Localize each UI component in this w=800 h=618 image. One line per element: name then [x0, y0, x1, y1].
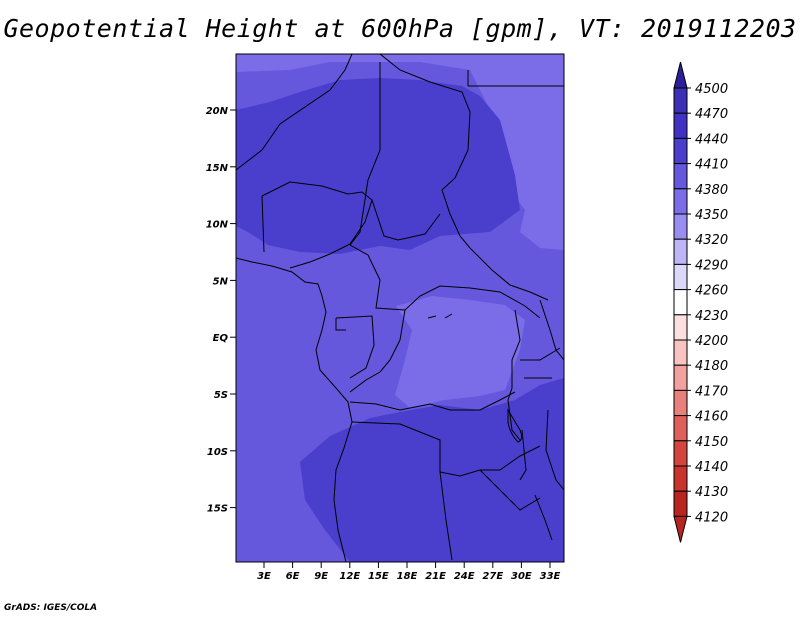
lon-tick-label: 18E — [397, 571, 418, 582]
colorbar-label: 4290 — [695, 258, 728, 273]
latitude-axis: 20N 15N 10N 5N EQ 5S 10S 15S — [206, 106, 236, 515]
map-frame — [235, 53, 565, 563]
lat-tick-label: 10S — [207, 447, 228, 458]
lat-tick-label: 5S — [214, 390, 228, 401]
geopotential-field — [236, 54, 564, 562]
colorbar: 4500 4470 4440 4410 4380 4350 4320 4290 4260 4230… — [673, 61, 728, 543]
colorbar-top-arrow — [673, 61, 688, 89]
colorbar-swatch — [673, 289, 688, 316]
colorbar-label: 4470 — [695, 107, 728, 122]
colorbar-label: 4150 — [695, 435, 728, 450]
colorbar-label: 4230 — [695, 309, 728, 324]
colorbar-swatch — [673, 389, 688, 417]
colorbar-label: 4180 — [695, 359, 728, 374]
colorbar-swatch — [673, 465, 688, 492]
colorbar-bottom-arrow — [673, 515, 688, 543]
field-region-4350-north — [236, 54, 564, 72]
colorbar-label: 4130 — [695, 485, 728, 500]
colorbar-label: 4410 — [695, 158, 728, 173]
lon-tick-label: 3E — [257, 571, 271, 582]
colorbar-label: 4350 — [695, 208, 728, 223]
lat-tick-label: EQ — [213, 333, 229, 344]
colorbar-label: 4160 — [695, 410, 728, 425]
lat-tick-label: 15S — [207, 504, 228, 515]
lon-tick-label: 30E — [511, 571, 532, 582]
colorbar-swatch — [673, 440, 688, 467]
field-region-4410-angola — [322, 428, 428, 550]
colorbar-swatch — [673, 238, 688, 265]
colorbar-label: 4260 — [695, 284, 728, 299]
colorbar-swatch — [673, 112, 688, 139]
lon-tick-label: 24E — [454, 571, 475, 582]
colorbar-swatch — [673, 213, 688, 240]
colorbar-swatch — [673, 87, 688, 114]
colorbar-label: 4170 — [695, 384, 728, 399]
colorbar-swatch — [673, 415, 688, 442]
colorbar-label: 4440 — [695, 132, 728, 147]
colorbar-label: 4380 — [695, 183, 728, 198]
lat-tick-label: 15N — [206, 163, 229, 174]
colorbar-swatch — [673, 364, 688, 391]
lon-tick-label: 9E — [314, 571, 328, 582]
colorbar-label: 4320 — [695, 233, 728, 248]
lon-tick-label: 21E — [425, 571, 446, 582]
lat-tick-label: 20N — [206, 106, 229, 117]
colorbar-swatch — [673, 188, 688, 215]
colorbar-swatch — [673, 137, 688, 165]
colorbar-label: 4140 — [695, 460, 728, 475]
country-borders — [236, 54, 564, 562]
field-region-4350-center — [395, 296, 525, 408]
lon-tick-label: 6E — [286, 571, 300, 582]
longitude-axis: 3E 6E 9E 12E 15E 18E 21E 24E 27E 30E 33E — [257, 562, 561, 582]
lon-tick-label: 12E — [339, 571, 360, 582]
field-region-4410-sahel — [236, 78, 520, 254]
colorbar-swatch — [673, 339, 688, 366]
colorbar-swatch — [673, 163, 688, 190]
colorbar-label: 4120 — [695, 510, 728, 525]
colorbar-label: 4500 — [695, 82, 728, 97]
lon-tick-label: 33E — [540, 571, 561, 582]
map-title: Geopotential Height at 600hPa [gpm], VT:… — [3, 14, 797, 43]
lat-tick-label: 10N — [206, 220, 229, 231]
lon-tick-label: 15E — [368, 571, 389, 582]
lon-tick-label: 27E — [482, 571, 503, 582]
colorbar-swatch — [673, 263, 688, 291]
colorbar-label: 4200 — [695, 334, 728, 349]
grads-credit: GrADS: IGES/COLA — [4, 603, 98, 613]
colorbar-swatch — [673, 314, 688, 341]
colorbar-swatch — [673, 490, 688, 517]
lat-tick-label: 5N — [213, 276, 229, 287]
